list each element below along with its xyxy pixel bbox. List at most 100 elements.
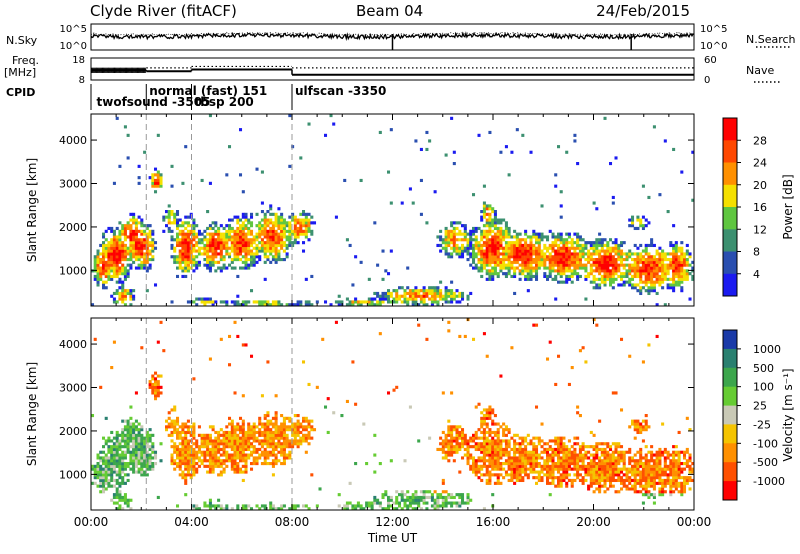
velocity-cell	[176, 419, 180, 423]
velocity-cell	[546, 473, 550, 477]
power-cell	[578, 274, 582, 279]
velocity-cell	[466, 445, 470, 449]
power-cell	[543, 263, 547, 267]
power-cell	[650, 255, 654, 259]
power-cell	[118, 272, 122, 276]
power-cell	[173, 246, 177, 250]
power-cell	[688, 272, 692, 276]
power-cell	[121, 249, 125, 253]
velocity-cell	[603, 462, 607, 466]
velocity-cell	[282, 459, 286, 463]
power-cell	[581, 238, 585, 242]
velocity-cell	[513, 476, 517, 480]
power-cell	[595, 207, 599, 211]
velocity-cell	[184, 453, 188, 457]
power-cell	[211, 249, 215, 253]
power-cell	[504, 252, 508, 256]
power-cell	[419, 294, 423, 298]
power-cell	[269, 249, 273, 253]
velocity-cell	[260, 450, 264, 454]
power-cell	[677, 274, 681, 279]
velocity-cell	[206, 450, 210, 454]
power-cell	[510, 241, 514, 245]
power-cell	[598, 249, 602, 253]
power-cell	[474, 246, 478, 250]
power-cell	[644, 258, 648, 262]
power-cell	[631, 286, 635, 290]
power-cell	[477, 258, 481, 262]
power-cell	[641, 263, 645, 267]
power-cell	[672, 258, 676, 262]
power-cell	[400, 294, 404, 298]
velocity-cell	[132, 442, 136, 446]
velocity-cell	[633, 487, 637, 491]
velocity-cell	[398, 504, 402, 508]
velocity-cell	[367, 504, 371, 508]
power-cell	[299, 232, 303, 236]
power-cell	[132, 249, 136, 253]
velocity-cell	[518, 445, 522, 449]
velocity-cell	[441, 430, 445, 435]
power-cell	[611, 274, 615, 279]
velocity-cell	[178, 450, 182, 454]
power-cell	[266, 258, 270, 262]
velocity-cell	[480, 467, 484, 471]
power-cell	[293, 221, 297, 225]
velocity-cell	[244, 507, 248, 511]
power-cell	[532, 249, 536, 253]
power-cell	[444, 241, 448, 245]
velocity-cell	[595, 476, 599, 480]
power-cell	[639, 289, 643, 293]
power-cell	[535, 241, 539, 245]
velocity-cell	[546, 447, 550, 452]
power-cell	[176, 232, 180, 236]
power-cell	[661, 277, 665, 281]
power-cell	[134, 246, 138, 250]
power-cell	[143, 150, 147, 154]
power-cell	[118, 269, 122, 273]
velocity-cell	[274, 447, 278, 452]
velocity-cell	[532, 462, 536, 466]
velocity-cell	[482, 453, 486, 457]
power-cell	[414, 139, 418, 143]
power-cell	[225, 246, 229, 250]
velocity-cell	[258, 430, 262, 435]
power-cell	[609, 260, 613, 264]
velocity-cell	[230, 464, 234, 468]
velocity-cell	[345, 504, 349, 508]
velocity-cell	[280, 453, 284, 457]
velocity-cell	[502, 447, 506, 452]
power-cell	[620, 277, 624, 281]
velocity-cell	[126, 473, 130, 477]
power-cell	[115, 272, 119, 276]
power-cell	[439, 229, 443, 233]
velocity-cell	[277, 428, 281, 432]
power-cell	[567, 246, 571, 250]
velocity-cell	[151, 442, 155, 446]
power-cell	[184, 266, 188, 270]
velocity-cell	[258, 447, 262, 452]
power-cell	[104, 229, 108, 233]
power-cell	[658, 263, 662, 267]
power-cell	[666, 283, 670, 287]
power-cell	[378, 294, 382, 298]
velocity-cell	[439, 504, 443, 508]
power-cell	[557, 255, 561, 259]
power-cell	[197, 246, 201, 250]
power-cell	[576, 260, 580, 264]
velocity-cell	[236, 436, 240, 440]
power-cell	[140, 229, 144, 233]
power-cell	[280, 238, 284, 242]
velocity-cell	[466, 447, 470, 452]
power-cell	[652, 255, 656, 259]
velocity-cell	[461, 498, 465, 502]
velocity-cell	[450, 450, 454, 454]
power-cell	[285, 229, 289, 233]
velocity-cell	[247, 442, 251, 446]
velocity-cell	[370, 504, 374, 508]
power-cell	[112, 241, 116, 245]
power-cell	[658, 255, 662, 259]
velocity-cell	[266, 439, 270, 443]
velocity-cell	[622, 481, 626, 485]
velocity-cell	[274, 414, 278, 418]
